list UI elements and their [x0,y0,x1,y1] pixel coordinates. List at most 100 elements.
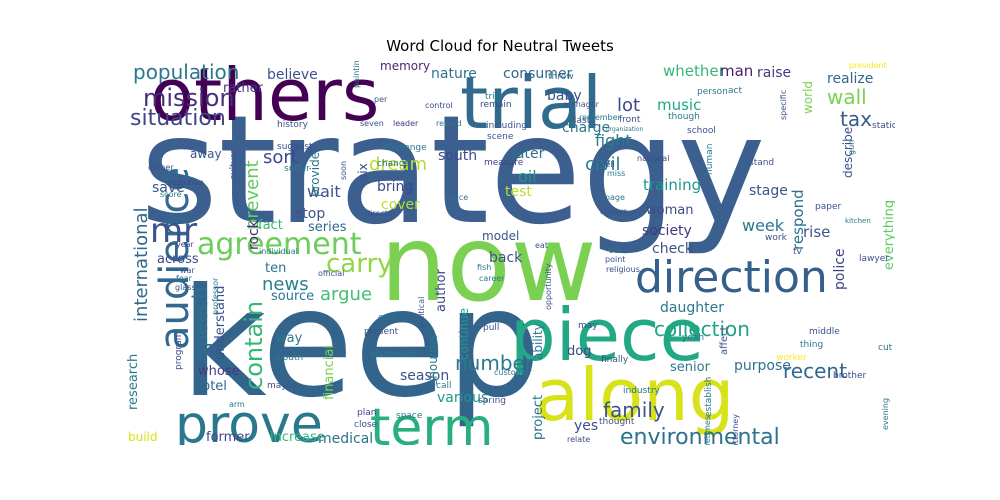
word-tax: tax [840,107,872,131]
word-senior: senior [670,360,711,375]
word-soon: soon [339,161,348,180]
word-executive: executive [165,178,204,187]
word-image: image [600,193,625,202]
word-year: year [176,240,195,249]
word-pull: pull [483,323,499,333]
word-miss: miss [607,169,625,178]
word-including: including [486,121,527,131]
word-customer: customer [494,368,532,377]
word-glass: glass [175,283,196,292]
word-industry: industry [623,386,661,396]
word-mission: mission [143,84,235,112]
word-spring: spring [478,396,506,406]
word-seven: seven [360,119,384,128]
word-dinner: dinner [148,163,174,172]
word-hotel: hotel [194,379,227,394]
word-wait: wait [307,182,341,201]
word-increase: increase [270,430,325,445]
word-dream: dream [369,154,427,175]
word-realize: realize [827,71,873,87]
word-individual: individual [259,247,298,256]
word-close: close [354,420,378,430]
word-contain: contain [240,301,268,390]
word-professor: professor [211,277,220,315]
word-world: world [801,81,815,114]
word-strategy: strategy [140,84,766,258]
word-president: president [849,61,887,70]
word-trip: trip [485,92,501,102]
word-test: test [505,184,532,200]
word-agreement: agreement [197,227,362,262]
word-school: school [687,126,716,136]
word-ability: ability [531,323,545,360]
word-fight: fight [595,131,632,150]
word-back: back [489,250,523,266]
word-now: now [380,203,597,325]
word-term: term [370,398,494,445]
word-dog: dog [567,344,591,359]
word-affect: affect [719,326,730,355]
word-chance: chance [377,159,410,169]
word-national: national [637,154,669,163]
word-six: six [356,163,370,180]
word-audience: audience [152,167,198,350]
word-civil: civil [585,154,621,175]
chart-title: Word Cloud for Neutral Tweets [386,37,614,55]
word-control: control [425,101,453,110]
word-understand: understand [213,286,228,360]
word-week: week [742,216,785,235]
word-challenge: challenge [383,143,427,153]
word-later: later [512,146,545,162]
word-keep: keep [180,257,541,431]
word-season: season [400,368,449,384]
word-author: author [434,269,449,312]
word-suggest: suggest [277,142,313,152]
word-daughter: daughter [660,300,724,316]
word-away: away [190,147,222,161]
word-lot: lot [617,95,640,116]
word-per: per [374,95,388,104]
word-check: check [652,241,694,257]
word-series: series [308,220,347,235]
word-memory: memory [380,60,430,73]
word-project: project [531,395,546,440]
word-nature: nature [431,66,477,82]
word-rise: rise [803,223,830,241]
word-plan: plan [357,408,376,418]
word-prove: prove [175,395,323,445]
word-point: point [605,255,625,264]
word-speech: speech [188,287,212,358]
word-director: director [365,209,397,218]
word-bar: bar [609,246,623,255]
word-middle: middle [809,327,840,337]
word-purpose: purpose [734,358,791,374]
word-present: present [364,327,399,337]
word-space: space [396,411,423,421]
word-news: news [262,274,309,295]
word-various: various [437,390,488,406]
word-continue: continue [457,308,471,360]
word-score: score [160,190,182,199]
word-may: may [578,321,598,331]
word-brother: brother [833,371,866,381]
word-believe: believe [267,67,318,83]
word-kitchen: kitchen [845,217,871,225]
word-scene: scene [487,132,514,142]
word-career: career [479,274,505,283]
word-family: family [603,398,665,422]
word-remain: remain [480,100,512,110]
word-maybe: maybe [267,381,298,391]
word-leader: leader [393,119,419,128]
word-financial: financial [322,345,337,400]
word-research: research [126,354,141,410]
word-build: build [128,430,158,444]
word-arm: arm [229,400,245,409]
word-last: last [574,116,591,126]
word-program: program [174,332,184,370]
word-raise: raise [757,65,791,81]
word-thing: thing [800,340,823,350]
word-source: source [271,289,314,304]
word-music: music [657,96,701,114]
word-model: model [482,229,519,243]
word-number: number [455,351,534,375]
